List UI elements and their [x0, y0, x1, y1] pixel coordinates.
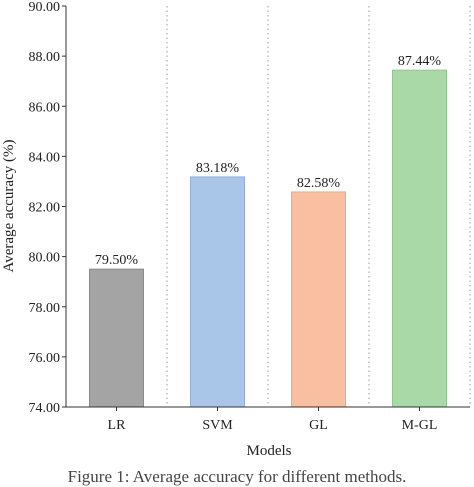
x-tick-label: LR — [108, 418, 127, 433]
y-tick-label: 76.00 — [29, 351, 61, 366]
y-tick-label: 88.00 — [29, 50, 61, 65]
bar — [392, 69, 447, 408]
y-tick-label: 86.00 — [29, 100, 61, 115]
x-tick-label: GL — [309, 418, 328, 433]
data-labels: 79.50% 83.18% 82.58% 87.44% — [95, 54, 442, 268]
y-tick-label: 82.00 — [29, 201, 61, 216]
bar — [291, 191, 346, 408]
data-label: 82.58% — [297, 176, 341, 191]
data-label: 87.44% — [398, 54, 442, 69]
y-tick-label: 74.00 — [29, 401, 61, 416]
bar — [190, 176, 245, 408]
data-label: 79.50% — [95, 253, 139, 268]
data-label: 83.18% — [196, 161, 240, 176]
axes — [62, 5, 470, 411]
x-tick-label: SVM — [202, 418, 233, 433]
y-tick-label: 78.00 — [29, 301, 61, 316]
x-axis-label: Models — [247, 443, 292, 459]
figure-caption: Figure 1: Average accuracy for different… — [67, 467, 407, 486]
y-axis-label: Average accuracy (%) — [1, 140, 17, 273]
y-tick-labels: 74.00 76.00 78.00 80.00 82.00 84.00 86.00 88.00… — [29, 0, 61, 416]
x-tick-label: M-GL — [402, 418, 438, 433]
bar — [89, 268, 144, 408]
y-tick-label: 84.00 — [29, 150, 61, 165]
grid-lines — [166, 6, 471, 407]
bars — [89, 69, 447, 408]
y-tick-label: 80.00 — [29, 251, 61, 266]
y-tick-label: 90.00 — [29, 0, 61, 15]
x-tick-labels: LR SVM GL M-GL — [108, 418, 438, 433]
